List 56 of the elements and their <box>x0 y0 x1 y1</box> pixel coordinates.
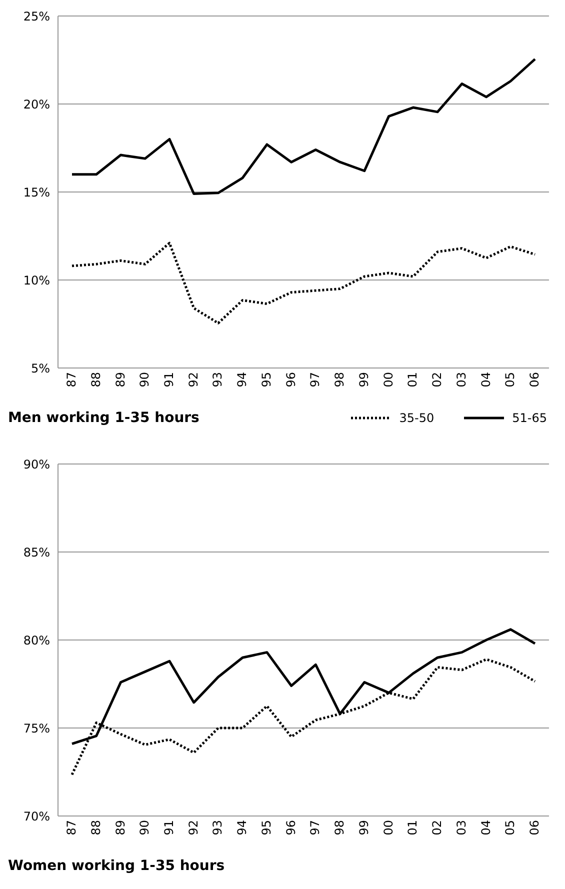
text: Women working 1-35 hours <box>8 858 225 874</box>
x-tick-label: 02 <box>430 372 444 388</box>
x-tick-label: 03 <box>454 820 468 836</box>
y-tick-label: 5% <box>30 361 50 376</box>
x-tick-label: 05 <box>503 372 518 388</box>
x-tick-label: 00 <box>381 372 396 388</box>
x-tick-label: 99 <box>356 820 371 836</box>
x-tick-label: 89 <box>113 820 128 836</box>
x-tick-label: 90 <box>138 820 152 836</box>
x-tick-label: 87 <box>64 820 79 836</box>
x-tick-label: 95 <box>259 820 274 836</box>
x-tick-label: 04 <box>478 820 493 836</box>
x-tick-label: 98 <box>332 820 347 836</box>
x-tick-label: 94 <box>235 372 250 388</box>
y-tick-label: 75% <box>23 721 50 736</box>
x-tick-label: 95 <box>259 372 274 388</box>
x-tick-label: 01 <box>406 372 420 388</box>
y-tick-label: 90% <box>23 457 50 472</box>
x-tick-label: 96 <box>284 820 298 836</box>
x-tick-label: 90 <box>138 372 152 388</box>
x-tick-label: 97 <box>308 820 322 836</box>
y-tick-label: 25% <box>23 9 50 24</box>
x-tick-label: 88 <box>88 820 103 836</box>
x-tick-label: 96 <box>284 372 298 388</box>
x-tick-label: 89 <box>113 372 128 388</box>
y-tick-label: 80% <box>23 633 50 648</box>
x-tick-label: 98 <box>332 372 347 388</box>
line-series <box>70 58 536 196</box>
x-tick-label: 94 <box>235 820 250 836</box>
x-tick-label: 93 <box>210 820 225 836</box>
x-tick-label: 93 <box>210 372 225 388</box>
x-tick-label: 06 <box>528 820 542 836</box>
x-tick-label: 02 <box>430 820 444 836</box>
line-series <box>70 242 536 324</box>
x-tick-label: 92 <box>186 820 200 836</box>
y-tick-label: 20% <box>23 97 50 112</box>
x-tick-label: 99 <box>356 372 371 388</box>
y-tick-label: 70% <box>23 809 50 824</box>
legend-label: 51-65 <box>512 411 547 425</box>
y-tick-label: 10% <box>23 273 50 288</box>
x-tick-label: 01 <box>406 820 420 836</box>
x-tick-label: 97 <box>308 372 322 388</box>
x-tick-label: 05 <box>503 820 518 836</box>
y-tick-label: 85% <box>23 545 50 560</box>
x-tick-label: 92 <box>186 372 200 388</box>
x-tick-label: 03 <box>454 372 468 388</box>
x-tick-label: 06 <box>528 372 542 388</box>
y-tick-label: 15% <box>23 185 50 200</box>
text: Men working 1-35 hours <box>8 410 200 426</box>
x-tick-label: 91 <box>162 372 176 388</box>
legend-label: 35-50 <box>399 411 434 425</box>
x-tick-label: 87 <box>64 372 79 388</box>
x-tick-label: 00 <box>381 820 396 836</box>
x-tick-label: 88 <box>88 372 103 388</box>
x-tick-label: 91 <box>162 820 176 836</box>
x-tick-label: 04 <box>478 372 493 388</box>
